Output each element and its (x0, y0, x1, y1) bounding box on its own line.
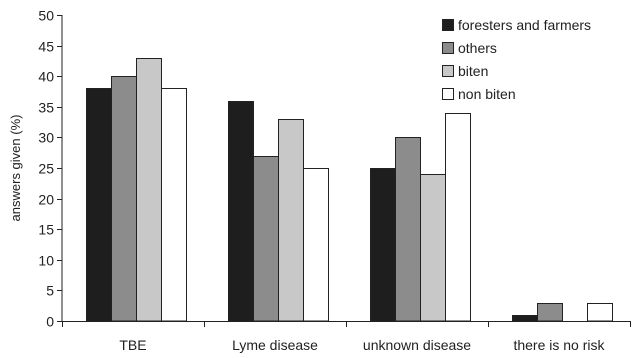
y-tick-label: 40 (38, 69, 54, 85)
x-category-label: TBE (119, 337, 146, 353)
bar-biten-tbe (136, 58, 162, 322)
legend-swatch (442, 88, 454, 100)
y-tick-label: 35 (38, 100, 54, 116)
y-tick-label: 15 (38, 222, 54, 238)
bar-non-biten-there-is-no-risk (587, 303, 613, 322)
legend-label: foresters and farmers (458, 17, 591, 33)
y-tick-label: 25 (38, 161, 54, 177)
x-axis: TBE Lyme disease unknown disease there is n… (62, 321, 631, 353)
legend-label: biten (458, 63, 488, 79)
bar-non-biten-tbe (161, 88, 187, 322)
bar-others-there-is-no-risk (537, 303, 563, 322)
y-axis-title: answers given (%) (8, 115, 23, 222)
y-tick-label: 30 (38, 130, 54, 146)
y-tick-label: 20 (38, 192, 54, 208)
y-tick-label: 0 (46, 314, 54, 330)
y-tick-label: 45 (38, 39, 54, 55)
y-tick-label: 5 (46, 283, 54, 299)
x-category-label: there is no risk (513, 337, 605, 353)
bar-non-biten-lyme-disease (303, 168, 329, 322)
y-tick-label: 50 (38, 8, 54, 24)
bar-others-unknown-disease (395, 137, 421, 322)
legend-swatch (442, 42, 454, 54)
bar-biten-unknown-disease (420, 174, 446, 322)
bars (86, 58, 613, 322)
bar-foresters-and-farmers-lyme-disease (228, 101, 254, 322)
bar-others-lyme-disease (253, 156, 279, 322)
bar-foresters-and-farmers-there-is-no-risk (512, 315, 538, 322)
y-tick-label: 10 (38, 253, 54, 269)
bar-others-tbe (111, 76, 137, 322)
x-category-label: Lyme disease (232, 337, 318, 353)
bar-foresters-and-farmers-tbe (86, 88, 112, 322)
x-category-label: unknown disease (363, 337, 471, 353)
legend-label: non biten (458, 86, 516, 102)
legend-swatch (442, 19, 454, 31)
legend-label: others (458, 40, 497, 56)
bar-biten-lyme-disease (278, 119, 304, 322)
y-axis: 0 5 10 15 20 25 30 35 40 45 50 (38, 8, 63, 330)
bar-non-biten-unknown-disease (445, 113, 471, 322)
legend-swatch (442, 65, 454, 77)
bar-foresters-and-farmers-unknown-disease (370, 168, 396, 322)
legend: foresters and farmers others biten non bite… (442, 17, 591, 102)
